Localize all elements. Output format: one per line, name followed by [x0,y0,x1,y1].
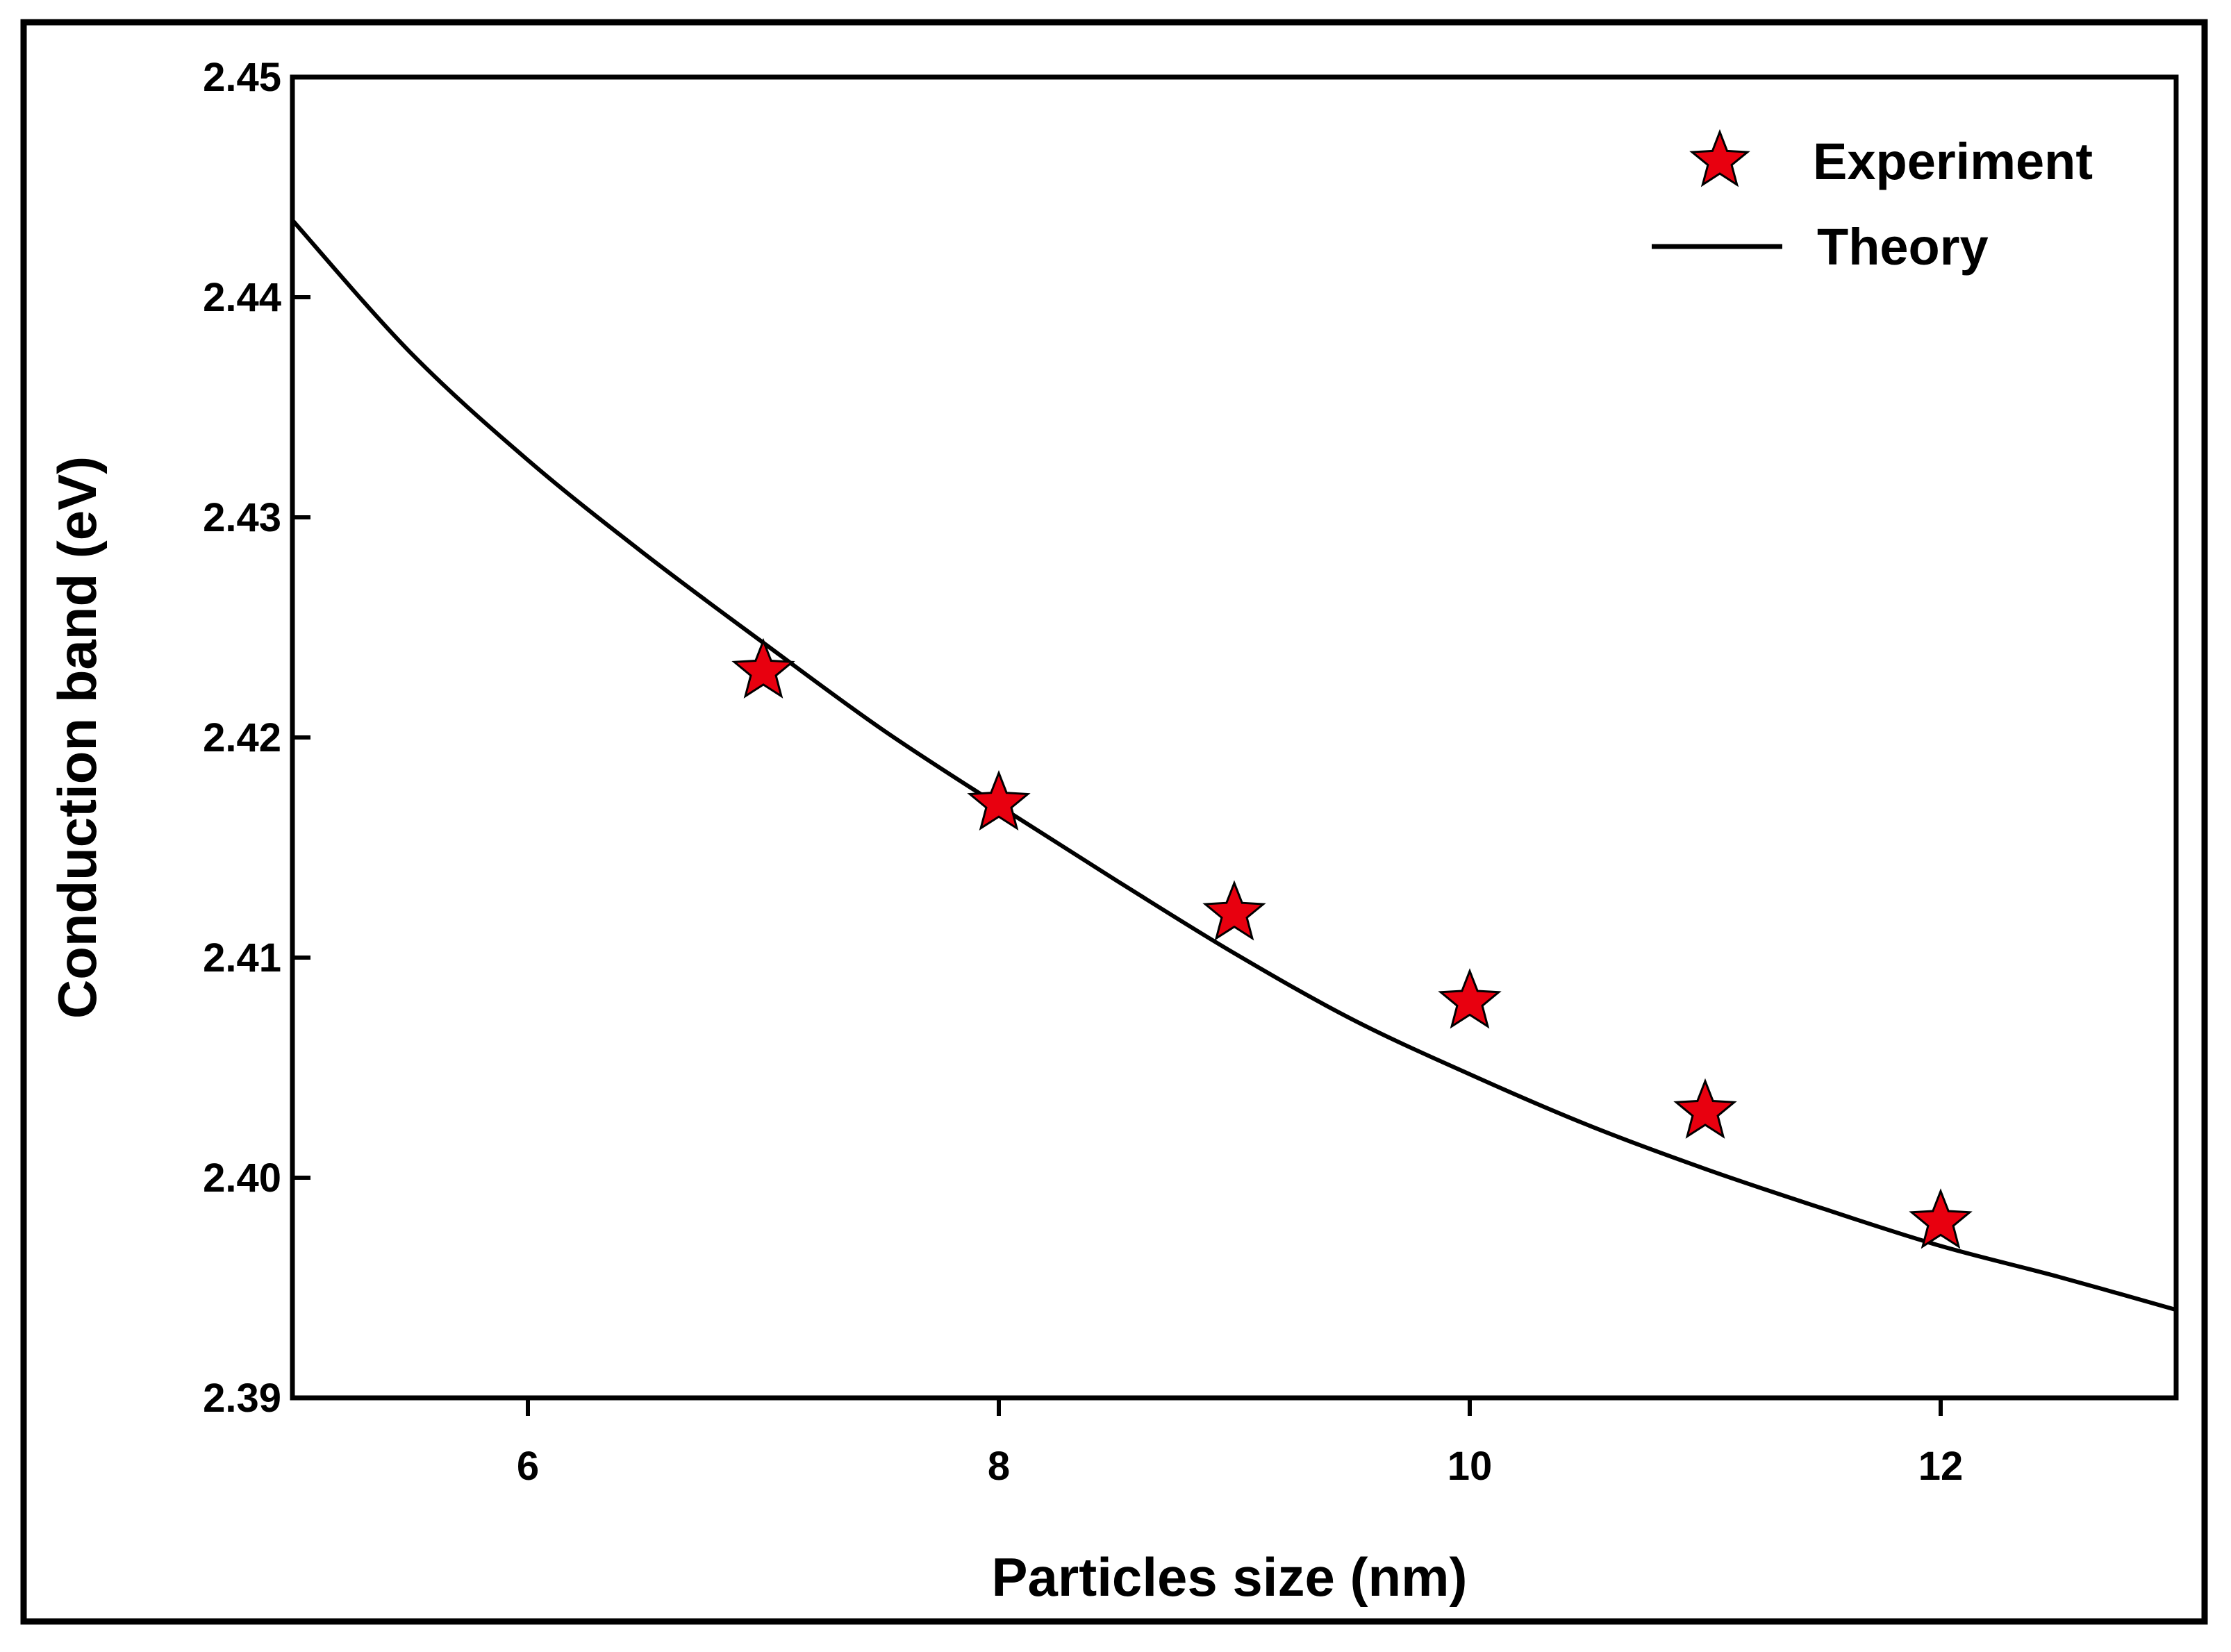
y-tick-label: 2.41 [203,935,281,981]
y-tick-label: 2.40 [203,1155,281,1201]
experiment-point [1202,880,1266,941]
x-tick-label: 12 [1918,1444,1964,1489]
y-axis-ticks: 2.39 2.40 2.41 2.42 2.43 2.44 2.45 [203,55,310,1421]
x-axis-title: Particles size (nm) [992,1546,1468,1608]
experiment-markers [731,637,1973,1249]
experiment-point [967,769,1031,831]
legend-experiment-label: Experiment [1813,133,2093,190]
theory-line [290,219,2177,1312]
x-tick-label: 10 [1448,1444,1493,1489]
experiment-point [1673,1078,1737,1139]
figure-frame [20,19,2208,1625]
experiment-point [1909,1188,1973,1249]
legend-theory-label: Theory [1817,218,1989,276]
y-tick-label: 2.39 [203,1376,281,1421]
y-tick-label: 2.45 [203,55,281,100]
x-tick-label: 8 [988,1444,1010,1489]
experiment-point [731,637,795,699]
y-axis-title: Conduction band (eV) [47,456,108,1019]
y-tick-label: 2.44 [203,275,281,320]
x-axis-ticks: 6 8 10 12 [517,1398,1963,1489]
y-tick-label: 2.43 [203,495,281,540]
experiment-point [1438,968,1502,1029]
y-tick-label: 2.42 [203,715,281,760]
x-tick-label: 6 [517,1444,539,1489]
legend-star-marker [1689,128,1750,187]
legend: Experiment Theory [1652,128,2093,276]
